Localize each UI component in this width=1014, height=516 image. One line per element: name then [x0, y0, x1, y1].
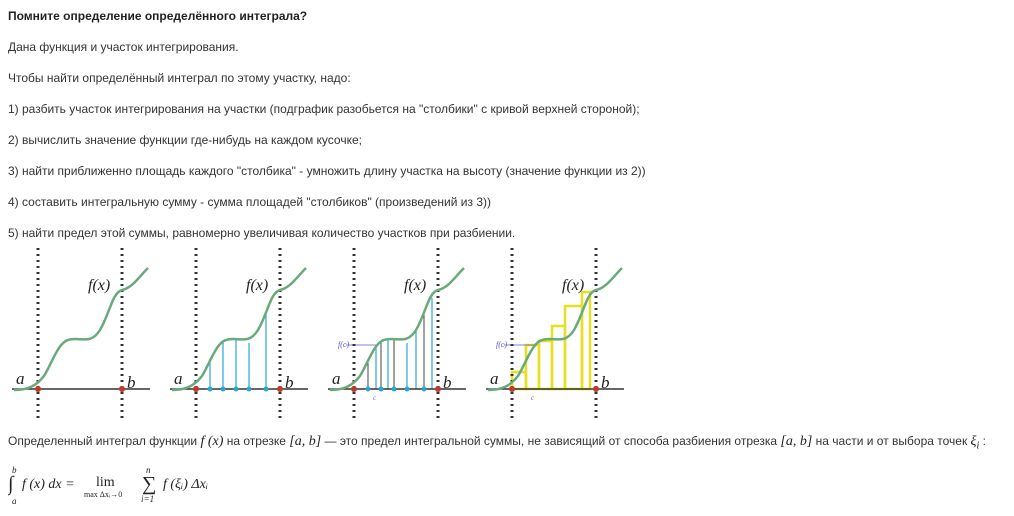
upper-limit: b [12, 465, 17, 475]
a-label: a [490, 369, 499, 388]
fx-label: f(x) [562, 277, 584, 294]
lower-limit: a [12, 496, 17, 506]
figure-partition: a b f(x) [166, 248, 316, 418]
step-4: 4) составить интегральную сумму - сумма … [8, 195, 491, 209]
b-label: b [285, 373, 294, 392]
step-3: 3) найти приближенно площадь каждого "ст… [8, 164, 646, 178]
point-a [35, 386, 41, 392]
def-text-2: на отрезке [223, 434, 290, 448]
a-label: a [174, 369, 183, 388]
partition-lines [367, 298, 433, 389]
page-title: Помните определение определённого интегр… [8, 9, 308, 23]
def-interval: [a, b] [289, 434, 322, 449]
sum-upper: n [146, 465, 151, 475]
intro-paragraph: Дана функция и участок интегрирования. [8, 40, 239, 54]
b-label: b [601, 373, 610, 392]
def-text-5: : [979, 434, 986, 448]
fx-label: f(x) [246, 277, 268, 294]
sum-sign: ∑ [142, 473, 156, 495]
integral-sign: ∫ [8, 473, 15, 496]
instruction-paragraph: Чтобы найти определённый интеграл по это… [8, 71, 351, 85]
def-fx: f (x) [200, 434, 224, 449]
def-text-4: на части и от выбора точек [812, 434, 971, 448]
figure-sample-points: f(c) c a b f(x) [324, 248, 474, 418]
def-text-3: — это предел интегральной суммы, не зави… [321, 434, 781, 448]
b-label: b [127, 373, 136, 392]
fx-label: f(x) [404, 277, 426, 294]
figure-riemann-rectangles: f(c) c a b f(x) [482, 248, 632, 418]
partition-lines [209, 314, 267, 389]
sum-term: f (ξᵢ) Δxᵢ [163, 477, 208, 492]
integrand: f (x) dx = [22, 477, 75, 492]
function-curve [13, 267, 149, 392]
fc-label: f(c) [338, 340, 349, 349]
a-label: a [16, 369, 25, 388]
def-interval-2: [a, b] [780, 434, 813, 449]
lim-text: lim [96, 475, 115, 490]
integral-illustrations: a b f(x) a b [8, 248, 648, 418]
riemann-rectangles [510, 290, 592, 391]
lim-subscript: max Δxᵢ→0 [84, 490, 122, 499]
step-5: 5) найти предел этой суммы, равномерно у… [8, 226, 516, 240]
step-2: 2) вычислить значение функции где-нибудь… [8, 133, 362, 147]
def-text-1: Определенный интеграл функции [8, 434, 201, 448]
a-label: a [332, 369, 341, 388]
definition-text: Определенный интеграл функции f (x) на о… [8, 434, 986, 451]
def-xi-sub: i [976, 440, 980, 452]
fc-label: f(c) [496, 340, 507, 349]
step-1: 1) разбить участок интегрирования на уча… [8, 102, 640, 116]
b-label: b [443, 373, 452, 392]
sum-lower: i=1 [141, 494, 154, 504]
def-xi: ξ [970, 434, 977, 449]
integral-formula: b ∫ a f (x) dx = lim max Δxᵢ→0 n ∑ i=1 f… [6, 464, 268, 508]
figure-area-under-curve: a b f(x) [8, 248, 158, 418]
c-label: c [373, 394, 377, 402]
fx-label: f(x) [88, 277, 110, 294]
c-label: c [531, 394, 535, 402]
point-b [119, 386, 125, 392]
